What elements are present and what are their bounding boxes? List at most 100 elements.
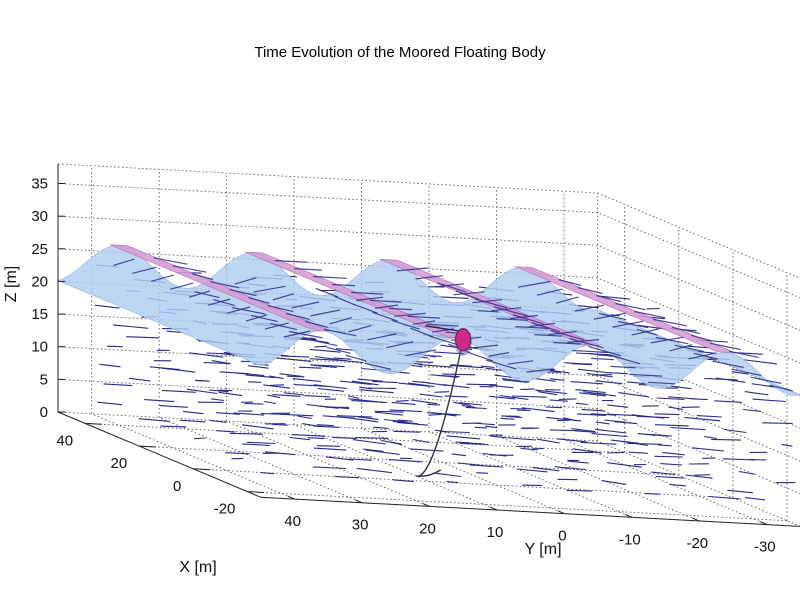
velocity-vector (466, 407, 487, 408)
velocity-vector (654, 456, 683, 457)
y-tick-label: 30 (352, 517, 369, 534)
grid-line (159, 418, 362, 503)
velocity-vector (284, 393, 304, 395)
velocity-vector (297, 416, 311, 419)
velocity-vector (520, 389, 534, 390)
velocity-vector (317, 425, 334, 426)
velocity-vector (435, 392, 450, 393)
velocity-vector (442, 432, 470, 433)
velocity-vector (452, 454, 466, 456)
z-tick-label: 0 (40, 404, 48, 421)
grid-line (598, 193, 800, 278)
velocity-vector (568, 461, 589, 463)
velocity-vector (318, 389, 344, 392)
velocity-vector (607, 452, 624, 453)
velocity-vector (632, 415, 664, 418)
velocity-vector (272, 425, 288, 426)
velocity-vector (308, 339, 338, 345)
z-tick-label: 10 (31, 339, 48, 356)
velocity-vector (668, 407, 683, 410)
grid-line (598, 441, 800, 526)
velocity-vector (684, 417, 720, 420)
velocity-vector (183, 411, 204, 413)
velocity-vector (656, 477, 684, 479)
velocity-vector (299, 367, 322, 368)
velocity-vector (107, 346, 123, 347)
velocity-vector (129, 378, 151, 381)
velocity-vector (357, 468, 392, 472)
velocity-vector (413, 440, 430, 443)
velocity-vector (264, 402, 276, 404)
velocity-vector (546, 407, 563, 408)
velocity-vector (95, 305, 120, 308)
velocity-vector (247, 442, 275, 443)
velocity-vector (694, 475, 709, 476)
velocity-vector (704, 378, 737, 380)
velocity-vector (475, 427, 487, 428)
velocity-vector (412, 381, 429, 383)
velocity-vector (139, 419, 170, 422)
velocity-vector (306, 405, 338, 409)
velocity-vector (230, 433, 263, 434)
velocity-vector (317, 446, 340, 447)
y-tick-label: -10 (619, 531, 641, 548)
y-tick-label: 10 (487, 524, 504, 541)
velocity-vector (410, 449, 444, 451)
velocity-vector (433, 473, 461, 477)
z-tick-label: 25 (31, 241, 48, 258)
velocity-vector (194, 438, 205, 439)
velocity-vector (662, 452, 684, 454)
velocity-vector (485, 426, 497, 428)
velocity-vector (393, 431, 420, 432)
velocity-vector (335, 477, 359, 478)
velocity-vector (671, 428, 706, 430)
velocity-vector (270, 385, 284, 386)
velocity-vector (372, 381, 398, 382)
velocity-vector (411, 400, 437, 404)
y-tick-label: 20 (419, 520, 436, 537)
velocity-vector (550, 430, 580, 431)
velocity-vector (670, 484, 686, 486)
velocity-vector (724, 430, 747, 433)
z-axis-label: Z [m] (3, 266, 20, 302)
x-tick-label: 20 (111, 455, 128, 472)
velocity-vector (602, 481, 626, 485)
velocity-vector (749, 459, 767, 460)
x-tick-label: 0 (173, 478, 181, 495)
velocity-vector (314, 346, 327, 347)
velocity-vector (627, 443, 661, 444)
grid-line (58, 216, 598, 245)
velocity-vector (248, 382, 261, 383)
velocity-vector (476, 473, 488, 474)
velocity-vector (392, 402, 416, 404)
velocity-vector (576, 403, 588, 404)
velocity-vector (219, 392, 243, 395)
velocity-vector (438, 376, 459, 377)
velocity-vector (745, 392, 769, 395)
velocity-vector (595, 429, 626, 433)
velocity-vector (607, 405, 628, 407)
velocity-vector (242, 444, 270, 446)
velocity-vector (460, 444, 488, 445)
velocity-vector (592, 434, 628, 437)
velocity-vector (550, 400, 568, 401)
y-tick-label: -20 (686, 535, 708, 552)
grid-line (429, 432, 632, 517)
velocity-vector (429, 414, 441, 415)
velocity-vector (359, 390, 394, 393)
velocity-vector (522, 408, 555, 412)
velocity-vector (104, 384, 133, 386)
velocity-vector (576, 353, 608, 355)
velocity-vector (314, 448, 346, 450)
velocity-vector (658, 445, 672, 446)
velocity-vector (571, 382, 603, 384)
velocity-vector (442, 374, 475, 375)
velocity-vector (313, 467, 346, 469)
z-tick-label: 35 (31, 176, 48, 193)
y-tick-label: -30 (754, 539, 776, 556)
y-tick-label: 40 (284, 513, 301, 530)
velocity-vector (550, 379, 564, 381)
z-tick-label: 15 (31, 306, 48, 323)
velocity-vector (501, 418, 515, 419)
velocity-vector (443, 385, 470, 388)
